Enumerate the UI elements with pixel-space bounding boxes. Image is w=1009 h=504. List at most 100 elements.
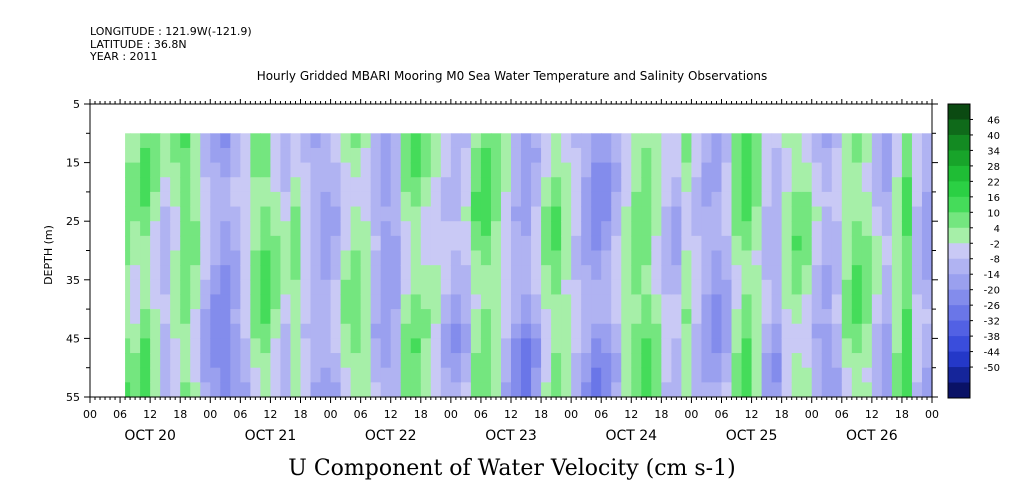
heatmap-cell xyxy=(290,162,302,178)
heatmap-cell xyxy=(721,177,733,193)
heatmap-cell xyxy=(691,294,703,310)
heatmap-cell xyxy=(340,191,352,208)
heatmap-cell xyxy=(190,367,201,383)
heatmap-cell xyxy=(621,309,632,325)
heatmap-cell xyxy=(661,323,672,339)
heatmap-cell xyxy=(190,382,201,398)
heatmap-cell xyxy=(380,206,392,222)
heatmap-cell xyxy=(731,382,743,398)
heatmap-cell xyxy=(791,162,803,178)
heatmap-cell xyxy=(541,323,552,339)
heatmap-cell xyxy=(125,265,131,281)
heatmap-cell xyxy=(460,309,472,325)
heatmap-cell xyxy=(400,367,412,383)
heatmap-cell xyxy=(801,191,813,208)
heatmap-cell xyxy=(531,250,542,266)
x-tick-label: 12 xyxy=(865,408,879,421)
chart-title: Hourly Gridded MBARI Mooring M0 Sea Wate… xyxy=(257,69,768,83)
heatmap-cell xyxy=(751,147,763,164)
heatmap-cell xyxy=(681,294,693,310)
heatmap-cell xyxy=(771,177,783,193)
heatmap-cell xyxy=(410,309,422,325)
heatmap-cell xyxy=(330,162,342,178)
heatmap-cell xyxy=(701,250,713,266)
heatmap-cell xyxy=(841,323,853,339)
heatmap-cell xyxy=(350,147,362,164)
heatmap-cell xyxy=(531,221,542,237)
heatmap-cell xyxy=(881,250,893,266)
heatmap-cell xyxy=(380,133,392,149)
heatmap-cell xyxy=(531,382,542,398)
heatmap-cell xyxy=(691,147,703,164)
heatmap-cell xyxy=(591,323,602,339)
heatmap-cell xyxy=(370,382,382,398)
heatmap-cell xyxy=(591,133,602,149)
heatmap-cell xyxy=(160,191,171,208)
heatmap-cell xyxy=(781,265,793,281)
heatmap-cell xyxy=(350,162,362,178)
heatmap-cell xyxy=(490,133,502,149)
heatmap-cell xyxy=(611,309,622,325)
heatmap-cell xyxy=(711,191,723,208)
heatmap-cell xyxy=(511,309,522,325)
heatmap-cell xyxy=(240,353,251,369)
heatmap-cell xyxy=(831,367,843,383)
heatmap-cell xyxy=(460,294,472,310)
heatmap-cell xyxy=(551,382,562,398)
heatmap-cell xyxy=(901,353,913,369)
heatmap-cell xyxy=(440,382,452,398)
heatmap-cell xyxy=(901,235,913,252)
heatmap-cell xyxy=(541,382,552,398)
heatmap-cell xyxy=(821,235,833,252)
heatmap-cell xyxy=(541,250,552,266)
heatmap-cell xyxy=(260,162,272,178)
heatmap-cell xyxy=(180,162,191,178)
heatmap-cell xyxy=(551,162,562,178)
heatmap-cell xyxy=(701,235,713,252)
heatmap-cell xyxy=(811,382,823,398)
heatmap-cell xyxy=(621,235,632,252)
heatmap-cell xyxy=(370,265,382,281)
heatmap-cell xyxy=(751,206,763,222)
heatmap-cell xyxy=(531,191,542,208)
heatmap-cell xyxy=(741,177,753,193)
heatmap-cell xyxy=(260,147,272,164)
heatmap-cell xyxy=(771,338,783,354)
heatmap-cell xyxy=(250,177,261,193)
heatmap-cell xyxy=(831,235,843,252)
heatmap-cell xyxy=(701,162,713,178)
heatmap-cell xyxy=(330,147,342,164)
heatmap-cell xyxy=(170,133,181,149)
heatmap-cell xyxy=(891,191,903,208)
heatmap-cell xyxy=(200,250,211,266)
heatmap-cell xyxy=(360,353,372,369)
heatmap-cell xyxy=(511,133,522,149)
heatmap-cell xyxy=(410,294,422,310)
heatmap-cell xyxy=(230,235,241,252)
heatmap-cell xyxy=(390,235,402,252)
heatmap-cell xyxy=(480,338,492,354)
heatmap-cell xyxy=(340,235,352,252)
heatmap-cell xyxy=(551,294,562,310)
heatmap-cell xyxy=(180,235,191,252)
heatmap-cell xyxy=(270,177,282,193)
heatmap-cell xyxy=(901,309,913,325)
heatmap-cell xyxy=(881,221,893,237)
heatmap-cell xyxy=(791,235,803,252)
heatmap-cell xyxy=(280,221,292,237)
heatmap-cell xyxy=(200,367,211,383)
heatmap-cell xyxy=(551,309,562,325)
heatmap-cell xyxy=(541,221,552,237)
heatmap-cell xyxy=(721,294,733,310)
heatmap-cell xyxy=(350,353,362,369)
heatmap-cell xyxy=(811,191,823,208)
heatmap-cell xyxy=(320,250,332,266)
heatmap-cell xyxy=(460,338,472,354)
heatmap-cell xyxy=(420,191,432,208)
heatmap-cell xyxy=(851,191,863,208)
heatmap-cell xyxy=(561,382,572,398)
heatmap-cell xyxy=(851,177,863,193)
heatmap-cell xyxy=(731,367,743,383)
heatmap-cell xyxy=(260,221,272,237)
heatmap-cell xyxy=(250,221,261,237)
